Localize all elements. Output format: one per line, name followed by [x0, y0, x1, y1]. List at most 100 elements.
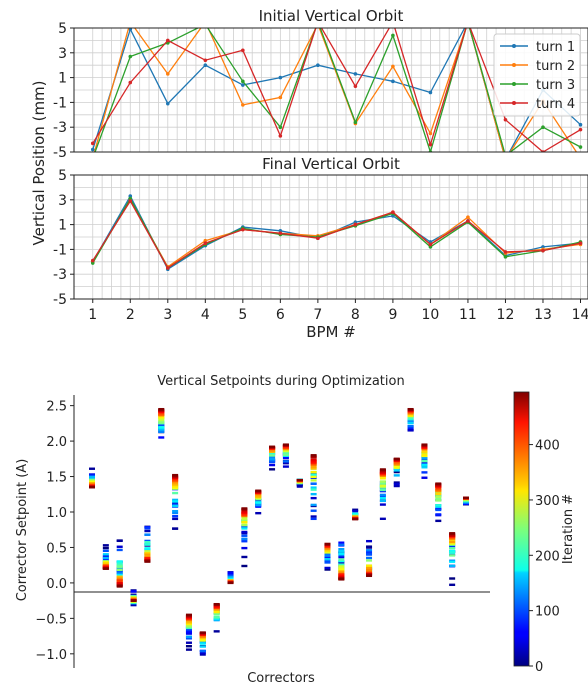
legend: turn 1 turn 2 turn 3 turn 4	[493, 33, 581, 117]
x-tick-label: 2	[126, 307, 135, 323]
setpoint-mark	[89, 482, 95, 486]
data-point	[503, 250, 508, 254]
setpoint-mark	[407, 419, 414, 422]
data-point	[278, 231, 283, 236]
setpoint-mark	[393, 463, 400, 466]
setpoint-mark	[116, 539, 123, 543]
setpoint-mark	[102, 560, 109, 563]
final-orbit-x-ticks: 1 2 3 4 5 6 7 8 9 10 11 12 13 14	[88, 299, 588, 323]
colorbar-gradient	[513, 391, 530, 667]
y-tick-label: 2.0	[46, 435, 67, 450]
setpoint-mark	[310, 492, 317, 496]
setpoint-mark	[172, 491, 179, 495]
setpoint-mark	[421, 457, 428, 460]
setpoint-mark	[352, 517, 359, 521]
setpoint-mark	[310, 517, 317, 521]
setpoint-mark	[144, 527, 151, 530]
setpoints-x-axis-label: Correctors	[247, 671, 315, 686]
setpoint-mark	[241, 525, 248, 529]
y-tick-label: 3	[58, 193, 67, 209]
setpoint-mark	[89, 485, 95, 489]
setpoint-mark	[379, 488, 386, 492]
setpoint-mark	[241, 519, 248, 522]
setpoint-mark	[116, 565, 123, 568]
setpoint-mark	[116, 568, 123, 572]
setpoint-mark	[102, 561, 109, 565]
data-point	[578, 241, 583, 245]
setpoint-mark	[241, 564, 248, 568]
y-tick-label: 0.0	[46, 577, 67, 592]
setpoint-mark	[102, 556, 109, 560]
setpoint-mark	[269, 452, 276, 456]
setpoint-mark	[185, 618, 192, 622]
data-point	[578, 122, 583, 127]
setpoint-mark	[213, 617, 220, 621]
legend-label-turn-3: turn 3	[536, 78, 575, 93]
setpoint-mark	[338, 565, 345, 568]
colorbar-tick-label: 400	[535, 439, 560, 454]
setpoint-mark	[421, 443, 428, 446]
setpoint-mark	[324, 568, 331, 571]
data-point	[165, 72, 170, 76]
y-tick-label: −0.5	[35, 612, 67, 627]
setpoint-mark	[338, 574, 345, 577]
setpoint-mark	[282, 465, 289, 468]
colorbar-tick-label: 100	[535, 605, 560, 620]
series-line-turn-4	[92, 199, 581, 269]
setpoint-mark	[158, 407, 165, 411]
setpoint-mark	[379, 474, 386, 477]
final-orbit-series	[90, 194, 583, 272]
setpoint-mark	[89, 478, 95, 482]
setpoint-mark	[158, 424, 165, 427]
setpoint-mark	[172, 504, 179, 508]
setpoints-y-axis-label: Corrector Setpoint (A)	[15, 459, 30, 602]
setpoint-mark	[172, 485, 179, 489]
data-point	[391, 64, 395, 69]
setpoint-mark	[338, 541, 345, 544]
setpoint-mark	[199, 640, 206, 643]
setpoint-mark	[338, 572, 345, 576]
setpoint-mark	[421, 463, 428, 466]
setpoint-mark	[310, 503, 317, 507]
setpoint-mark	[338, 578, 345, 581]
setpoint-mark	[310, 458, 317, 462]
setpoint-mark	[338, 570, 345, 573]
data-point	[466, 20, 470, 24]
setpoint-mark	[352, 509, 359, 513]
colorbar-tick-label: 300	[535, 494, 560, 509]
setpoint-mark	[158, 421, 165, 425]
setpoint-mark	[324, 559, 331, 563]
setpoint-mark	[366, 549, 373, 552]
setpoint-mark	[324, 561, 331, 564]
setpoint-mark	[116, 548, 123, 552]
setpoint-mark	[144, 539, 151, 543]
data-point	[504, 158, 508, 162]
setpoint-mark	[144, 543, 151, 546]
setpoint-mark	[366, 553, 373, 556]
data-point	[90, 147, 95, 152]
setpoint-mark	[144, 547, 151, 550]
setpoint-mark	[379, 477, 386, 480]
setpoint-mark	[463, 499, 469, 503]
setpoint-mark	[366, 568, 373, 572]
setpoint-mark	[310, 475, 317, 479]
data-point	[128, 54, 133, 59]
setpoint-mark	[185, 628, 192, 632]
data-point	[428, 245, 433, 249]
setpoint-mark	[310, 515, 317, 518]
legend-entry-turn-3: turn 3	[500, 78, 575, 93]
data-point	[278, 134, 283, 138]
x-tick-label: 3	[163, 307, 172, 323]
setpoint-mark	[185, 626, 192, 630]
setpoint-mark	[227, 581, 234, 585]
setpoint-mark	[421, 458, 428, 462]
legend-box	[493, 33, 581, 117]
setpoint-mark	[116, 579, 123, 582]
setpoint-mark	[269, 448, 276, 452]
setpoint-mark	[130, 603, 137, 607]
setpoint-mark	[172, 487, 179, 490]
setpoint-mark	[269, 455, 276, 459]
setpoint-mark	[324, 566, 331, 570]
data-point	[466, 219, 470, 223]
